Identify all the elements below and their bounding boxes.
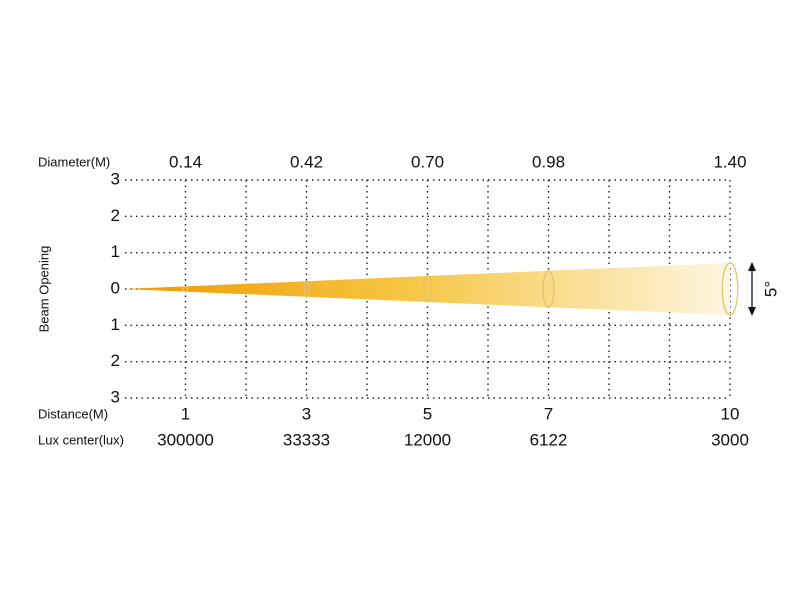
beam-section bbox=[182, 285, 189, 293]
lux-value: 300000 bbox=[157, 430, 214, 449]
distance-value: 3 bbox=[302, 404, 311, 423]
beam-opening-label: Beam Opening bbox=[36, 246, 51, 333]
arrow-head bbox=[748, 307, 756, 316]
y-tick-label: 3 bbox=[111, 169, 120, 188]
distance-value: 7 bbox=[544, 404, 553, 423]
diameter-value: 0.98 bbox=[532, 152, 565, 171]
angle-label: 5° bbox=[761, 281, 780, 297]
beam-section bbox=[422, 275, 433, 303]
arrow-head bbox=[748, 262, 756, 271]
lux-value: 12000 bbox=[404, 430, 451, 449]
y-tick-label: 1 bbox=[111, 315, 120, 334]
lux-value: 3000 bbox=[711, 430, 749, 449]
diameter-value: 0.14 bbox=[169, 152, 202, 171]
distance-value: 10 bbox=[721, 404, 740, 423]
y-tick-label: 0 bbox=[111, 278, 120, 297]
lux-value: 33333 bbox=[283, 430, 330, 449]
beam-section bbox=[303, 280, 310, 298]
marks bbox=[182, 262, 739, 316]
lux-value: 6122 bbox=[530, 430, 568, 449]
diameter-value: 0.42 bbox=[290, 152, 323, 171]
y-tick-label: 2 bbox=[111, 351, 120, 370]
beam-section bbox=[542, 270, 555, 308]
distance-label: Distance(M) bbox=[38, 406, 108, 421]
y-tick-label: 1 bbox=[111, 242, 120, 261]
distance-value: 1 bbox=[181, 404, 190, 423]
lux-label: Lux center(lux) bbox=[38, 432, 124, 447]
y-tick-label: 3 bbox=[111, 387, 120, 406]
distance-value: 5 bbox=[423, 404, 432, 423]
beam-cone bbox=[125, 263, 730, 315]
diameter-value: 1.40 bbox=[713, 152, 746, 171]
beam-section bbox=[721, 262, 739, 316]
diameter-value: 0.70 bbox=[411, 152, 444, 171]
y-tick-label: 2 bbox=[111, 206, 120, 225]
diameter-label: Diameter(M) bbox=[38, 154, 110, 169]
